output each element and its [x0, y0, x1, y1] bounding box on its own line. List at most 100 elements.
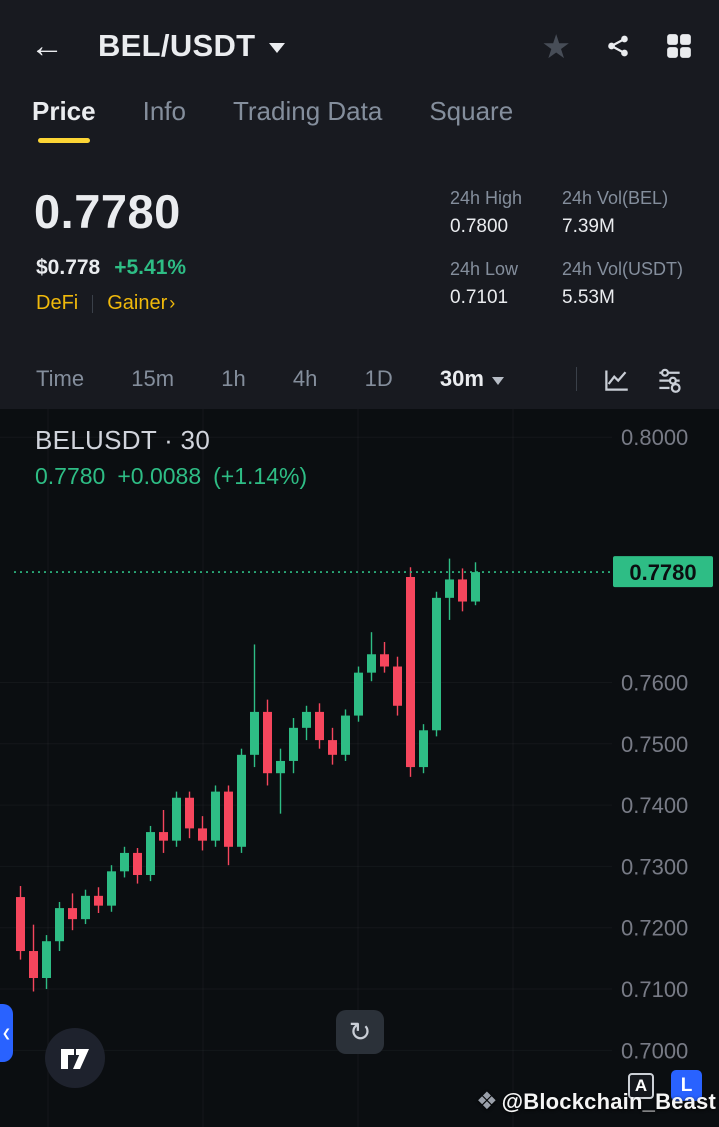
- tab-price-label: Price: [32, 96, 96, 126]
- candle-body: [367, 654, 376, 673]
- binance-diamond-icon: ❖: [476, 1088, 498, 1115]
- candle-body: [107, 871, 116, 906]
- interval-1h[interactable]: 1h: [221, 366, 246, 391]
- candle-body: [432, 597, 441, 731]
- tab-square-label: Square: [429, 96, 514, 126]
- tab-square[interactable]: Square: [429, 96, 513, 127]
- interval-4h[interactable]: 4h: [292, 366, 318, 391]
- chart-status-line: 0.7780 +0.0088 (+1.14%): [35, 463, 307, 490]
- tab-price[interactable]: Price: [32, 96, 96, 143]
- chart-canvas[interactable]: 0.8000 0.7600 0.7500 0.7400 0.7300 0.7200 0.71…: [0, 409, 719, 1127]
- stat-24h-low: 24h Low 0.7101: [450, 259, 519, 308]
- log-scale-badge[interactable]: L: [671, 1070, 702, 1101]
- favorite-star-icon[interactable]: ★: [541, 27, 571, 65]
- y-axis-label: 0.8000: [621, 425, 688, 450]
- candle-body: [159, 832, 168, 841]
- change-percent: +5.41%: [114, 256, 187, 279]
- candle-body: [471, 572, 480, 602]
- candle-body: [55, 908, 64, 942]
- chevron-down-icon: [491, 376, 504, 385]
- y-axis-label: 0.7600: [621, 670, 688, 695]
- last-price-badge: [613, 556, 713, 588]
- candle-body: [146, 832, 155, 875]
- status-change-pct: (+1.14%): [213, 463, 308, 489]
- ticker-panel: 0.7780 $0.778 +5.41% DeFi Gainer › 24h Hi…: [0, 160, 719, 340]
- fiat-price: $0.778: [36, 256, 101, 279]
- status-price: 0.7780: [35, 463, 106, 489]
- candle-body: [406, 577, 415, 768]
- auto-scale-badge[interactable]: A: [628, 1073, 654, 1099]
- candle-body: [198, 828, 207, 841]
- indicator-settings-icon[interactable]: [656, 366, 683, 393]
- share-icon[interactable]: [604, 32, 632, 60]
- watermark-text: @Blockchain_Beast: [501, 1088, 716, 1114]
- candle-body: [380, 654, 389, 667]
- candle-body: [42, 941, 51, 979]
- tab-bar: Price Info Trading Data Square: [0, 96, 719, 158]
- last-price-badge-label: 0.7780: [629, 560, 696, 585]
- stat-24h-vol-bel: 24h Vol(BEL) 7.39M: [562, 188, 669, 237]
- interval-time[interactable]: Time: [36, 366, 85, 391]
- candle-body: [458, 579, 467, 602]
- interval-bar: Time 15m 1h 4h 1D 30m: [0, 352, 719, 406]
- tab-trading-data-label: Trading Data: [232, 96, 383, 126]
- chart-style-icon[interactable]: [603, 366, 630, 393]
- interval-15m[interactable]: 15m: [131, 366, 175, 391]
- tab-trading-data[interactable]: Trading Data: [233, 96, 382, 127]
- candle-body: [289, 727, 298, 761]
- candlestick-chart[interactable]: 0.8000 0.7600 0.7500 0.7400 0.7300 0.7200 0.71…: [0, 409, 719, 1127]
- y-axis-label: 0.7500: [621, 732, 688, 757]
- tag-gainer[interactable]: Gainer ›: [107, 292, 176, 314]
- candle-body: [185, 797, 194, 829]
- tag-defi[interactable]: DeFi: [36, 292, 79, 314]
- top-nav: ← BEL/USDT ★: [0, 0, 719, 92]
- refresh-button[interactable]: ↻: [336, 1010, 384, 1054]
- candle-body: [211, 791, 220, 841]
- candle-body: [29, 951, 38, 979]
- chevron-right-icon: ›: [169, 293, 176, 313]
- side-panel-handle[interactable]: ❮: [0, 1004, 13, 1062]
- candle-body: [81, 895, 90, 920]
- status-change-abs: +0.0088: [117, 463, 202, 489]
- candle-body: [120, 852, 129, 872]
- candle-body: [419, 730, 428, 768]
- stat-24h-high: 24h High 0.7800: [450, 188, 523, 237]
- stat-24h-vol-usdt: 24h Vol(USDT) 5.53M: [562, 259, 684, 308]
- chevron-down-icon: [269, 43, 286, 53]
- tradingview-mark-icon: [61, 1049, 89, 1069]
- stats-grid: 24h High 0.7800 24h Vol(BEL) 7.39M 24h L…: [450, 188, 714, 309]
- candle-body: [263, 711, 272, 774]
- candle-body: [133, 852, 142, 875]
- tab-info-label: Info: [142, 96, 186, 126]
- symbol-title: BEL/USDT: [98, 28, 256, 63]
- candle-body: [315, 711, 324, 741]
- interval-divider: [576, 367, 577, 391]
- candle-body: [250, 711, 259, 755]
- y-axis-label: 0.7100: [621, 977, 688, 1002]
- candle-body: [172, 797, 181, 841]
- symbol-selector[interactable]: BEL/USDT: [98, 28, 286, 64]
- candle-body: [445, 579, 454, 598]
- candle-body: [302, 711, 311, 728]
- candle-body: [68, 908, 77, 920]
- interval-selected-30m[interactable]: 30m: [440, 366, 504, 392]
- candle-body: [393, 666, 402, 706]
- candle-body: [237, 754, 246, 847]
- y-axis-label: 0.7400: [621, 793, 688, 818]
- candle-body: [328, 740, 337, 755]
- candle-body: [224, 791, 233, 847]
- y-axis-label: 0.7000: [621, 1038, 688, 1063]
- y-axis-label: 0.7200: [621, 916, 688, 941]
- chart-symbol-title: BELUSDT · 30: [35, 425, 211, 455]
- watermark: ❖ @Blockchain_Beast: [476, 1087, 716, 1116]
- candle-body: [341, 715, 350, 755]
- candle-body: [354, 672, 363, 716]
- interval-1d[interactable]: 1D: [364, 366, 393, 391]
- candle-body: [94, 895, 103, 906]
- tradingview-logo[interactable]: [45, 1028, 105, 1088]
- candle-body: [276, 760, 285, 774]
- back-button[interactable]: ←: [30, 27, 64, 65]
- grid-apps-icon[interactable]: [665, 32, 693, 60]
- tab-info[interactable]: Info: [143, 96, 186, 127]
